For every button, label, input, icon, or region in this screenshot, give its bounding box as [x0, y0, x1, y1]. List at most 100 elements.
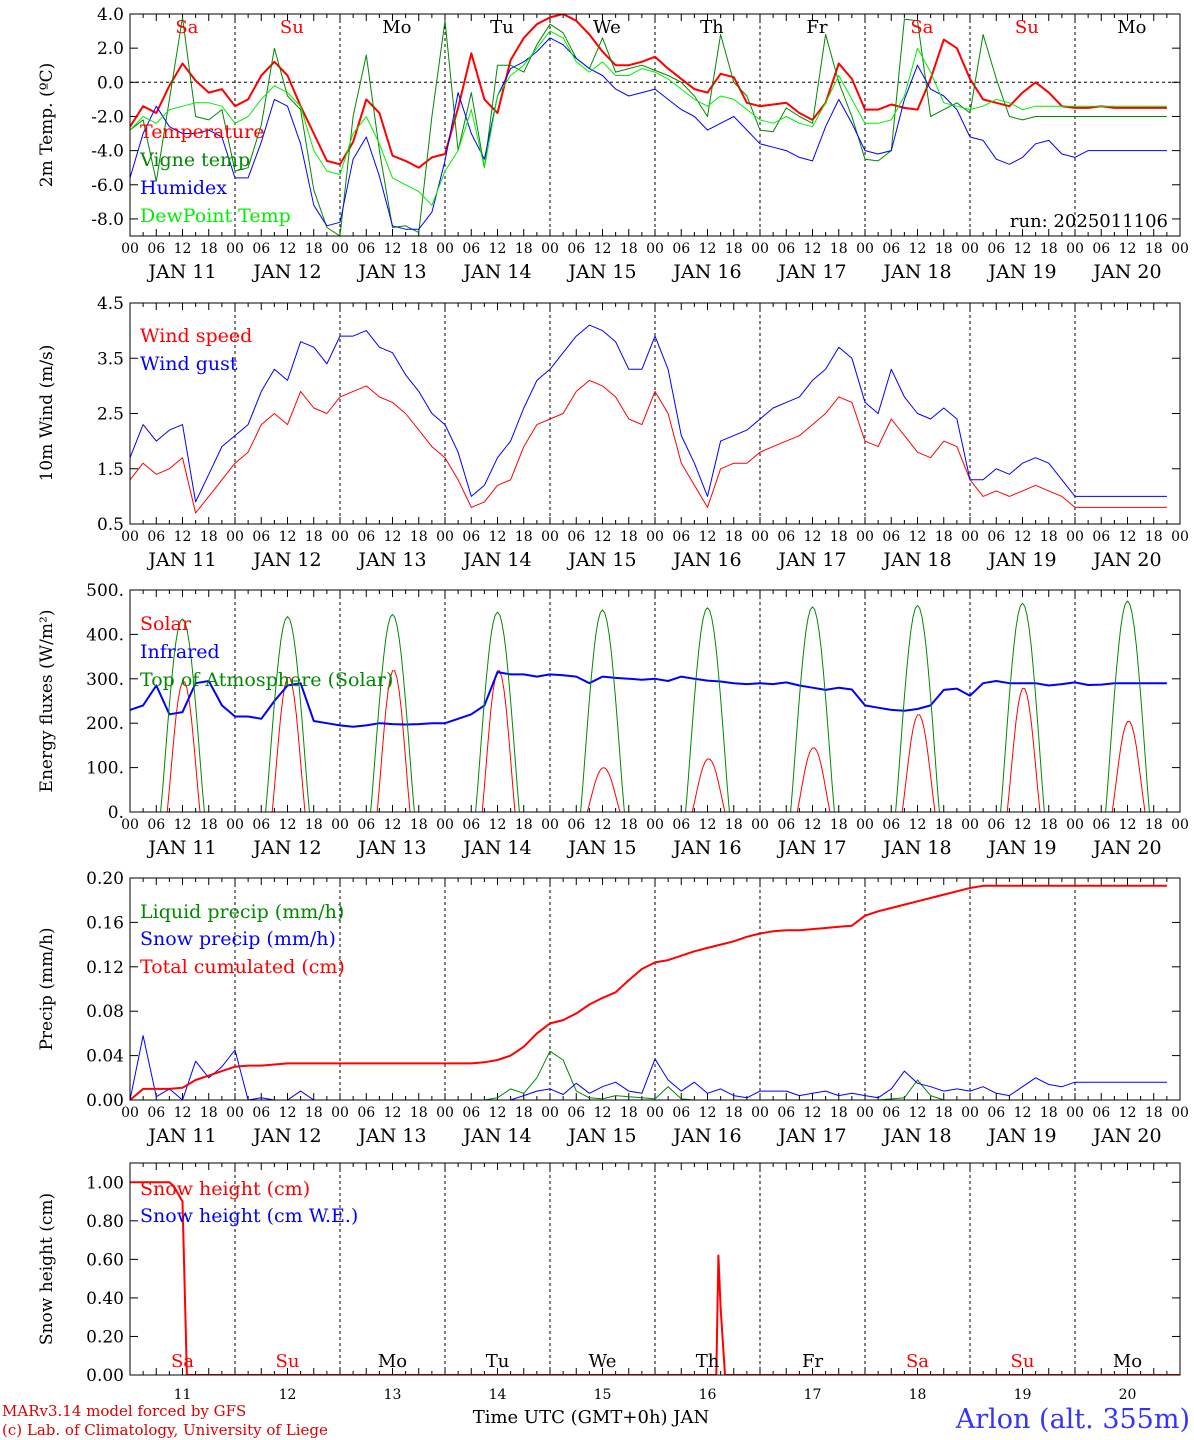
- x-date-label: JAN 17: [776, 261, 846, 283]
- x-hour-label: 18: [410, 529, 428, 545]
- day-name-label: We: [589, 1351, 617, 1372]
- plot-frame: [129, 13, 1181, 237]
- legend-snow-precip-mm-h: Snow precip (mm/h): [140, 928, 336, 950]
- x-hour-label: 12: [384, 529, 402, 545]
- x-hour-label: 18: [305, 529, 323, 545]
- x-hour-label: 00: [436, 1105, 454, 1121]
- x-date-label: JAN 20: [1091, 549, 1161, 571]
- x-hour-label: 18: [410, 1105, 428, 1121]
- legend-total-cumulated-cm: Total cumulated (cm): [140, 956, 345, 978]
- x-hour-label: 00: [436, 241, 454, 257]
- x-hour-label: 00: [856, 817, 874, 833]
- x-hour-label: 12: [1119, 529, 1137, 545]
- x-date-label: JAN 18: [881, 261, 951, 283]
- x-hour-label: 00: [961, 529, 979, 545]
- y-tick-label: 0.04: [86, 1047, 124, 1067]
- x-hour-label: 18: [1145, 529, 1163, 545]
- x-date-label: JAN 19: [986, 837, 1056, 859]
- y-tick-label: 2.0: [97, 39, 124, 59]
- x-hour-label: 06: [462, 529, 480, 545]
- x-date-label: JAN 19: [986, 261, 1056, 283]
- x-hour-label: 00: [646, 817, 664, 833]
- x-hour-label: 00: [751, 1105, 769, 1121]
- y-axis-label: 2m Temp. (ºC): [37, 63, 57, 188]
- x-hour-label: 12: [909, 1105, 927, 1121]
- x-hour-label: 06: [987, 241, 1005, 257]
- x-hour-label: 00: [541, 1105, 559, 1121]
- day-name-label: Sa: [171, 1351, 194, 1372]
- x-day-number-label: 17: [804, 1387, 822, 1403]
- x-hour-label: 18: [725, 529, 743, 545]
- y-tick-label: 4.0: [97, 5, 124, 25]
- x-hour-label: 00: [856, 241, 874, 257]
- chart-panel-1: 4.0 2.0 0.0 -2.0 -4.0 -6.0 -8.0 2m Temp. (ºC) Te…: [37, 5, 1189, 283]
- day-name-label: Su: [1011, 1351, 1035, 1372]
- legend-snow-height-cm-w-e: Snow height (cm W.E.): [140, 1205, 358, 1227]
- x-hour-label: 18: [935, 1105, 953, 1121]
- day-name-label: Fr: [806, 17, 827, 38]
- series-line-top-of-atmosphere-solar: [130, 600, 1180, 812]
- series-line-snow-precip-mm-h: [130, 1035, 1167, 1100]
- chart-panel-3: 500. 400. 300. 200. 100. 0. Energy fluxes (W/m…: [37, 581, 1189, 859]
- x-hour-label: 12: [804, 1105, 822, 1121]
- x-hour-label: 12: [909, 529, 927, 545]
- x-date-label: JAN 20: [1091, 837, 1161, 859]
- x-hour-label: 06: [1092, 241, 1110, 257]
- x-hour-label: 18: [830, 241, 848, 257]
- legend-humidex: Humidex: [140, 177, 227, 199]
- x-hour-label: 06: [1092, 1105, 1110, 1121]
- series-line-snow-height-cm: [130, 1181, 1180, 1375]
- x-hour-label: 12: [594, 241, 612, 257]
- y-tick-label: -4.0: [91, 142, 124, 162]
- x-hour-label: 00: [646, 529, 664, 545]
- x-hour-label: 18: [410, 817, 428, 833]
- x-day-number-label: 18: [909, 1387, 927, 1403]
- series-line-wind-speed: [130, 379, 1167, 514]
- x-hour-label: 06: [147, 817, 165, 833]
- x-date-label: JAN 19: [986, 549, 1056, 571]
- x-hour-label: 06: [462, 1105, 480, 1121]
- y-tick-label: 200.: [86, 714, 124, 734]
- legend-solar: Solar: [140, 613, 192, 635]
- run-label: run: 2025011106: [1010, 211, 1168, 232]
- x-hour-label: 12: [279, 241, 297, 257]
- x-date-label: JAN 13: [356, 1125, 426, 1147]
- day-name-label: Mo: [1117, 17, 1146, 38]
- x-hour-label: 00: [646, 241, 664, 257]
- chart-panel-2: 4.5 3.5 2.5 1.5 0.5 10m Wind (m/s) Wind speed W…: [37, 294, 1189, 571]
- day-name-label: Tu: [486, 1351, 510, 1372]
- day-name-label: Mo: [1113, 1351, 1142, 1372]
- series-layer: [130, 1181, 1180, 1375]
- y-tick-label: 300.: [86, 670, 124, 690]
- y-tick-label: -8.0: [91, 210, 124, 230]
- legend-dewpoint-temp: DewPoint Temp: [140, 205, 291, 227]
- x-hour-label: 18: [1145, 817, 1163, 833]
- footer-copyright: (c) Lab. of Climatology, University of L…: [2, 1421, 328, 1439]
- x-hour-label: 00: [1066, 241, 1084, 257]
- x-hour-label: 12: [699, 241, 717, 257]
- legend-wind-speed: Wind speed: [140, 325, 252, 347]
- day-name-label: Fr: [802, 1351, 823, 1372]
- x-date-label: JAN 11: [146, 1125, 216, 1147]
- x-hour-label: 18: [620, 1105, 638, 1121]
- series-line-humidex: [130, 37, 1167, 230]
- x-hour-label: 00: [1171, 529, 1189, 545]
- x-hour-label: 00: [331, 241, 349, 257]
- x-hour-label: 12: [804, 817, 822, 833]
- x-hour-label: 18: [1145, 241, 1163, 257]
- x-hour-label: 00: [646, 1105, 664, 1121]
- x-hour-label: 12: [384, 1105, 402, 1121]
- x-hour-label: 12: [384, 817, 402, 833]
- x-hour-label: 18: [200, 1105, 218, 1121]
- y-tick-label: 1.00: [86, 1173, 124, 1193]
- day-name-label: Su: [280, 17, 304, 38]
- x-hour-label: 06: [567, 1105, 585, 1121]
- x-hour-label: 00: [1066, 529, 1084, 545]
- day-name-label: Th: [696, 1351, 720, 1372]
- plot-frame: [129, 877, 1181, 1101]
- x-date-label: JAN 11: [146, 261, 216, 283]
- x-date-label: JAN 15: [566, 1125, 636, 1147]
- x-hour-label: 18: [830, 817, 848, 833]
- x-hour-label: 06: [1092, 529, 1110, 545]
- x-hour-label: 06: [567, 817, 585, 833]
